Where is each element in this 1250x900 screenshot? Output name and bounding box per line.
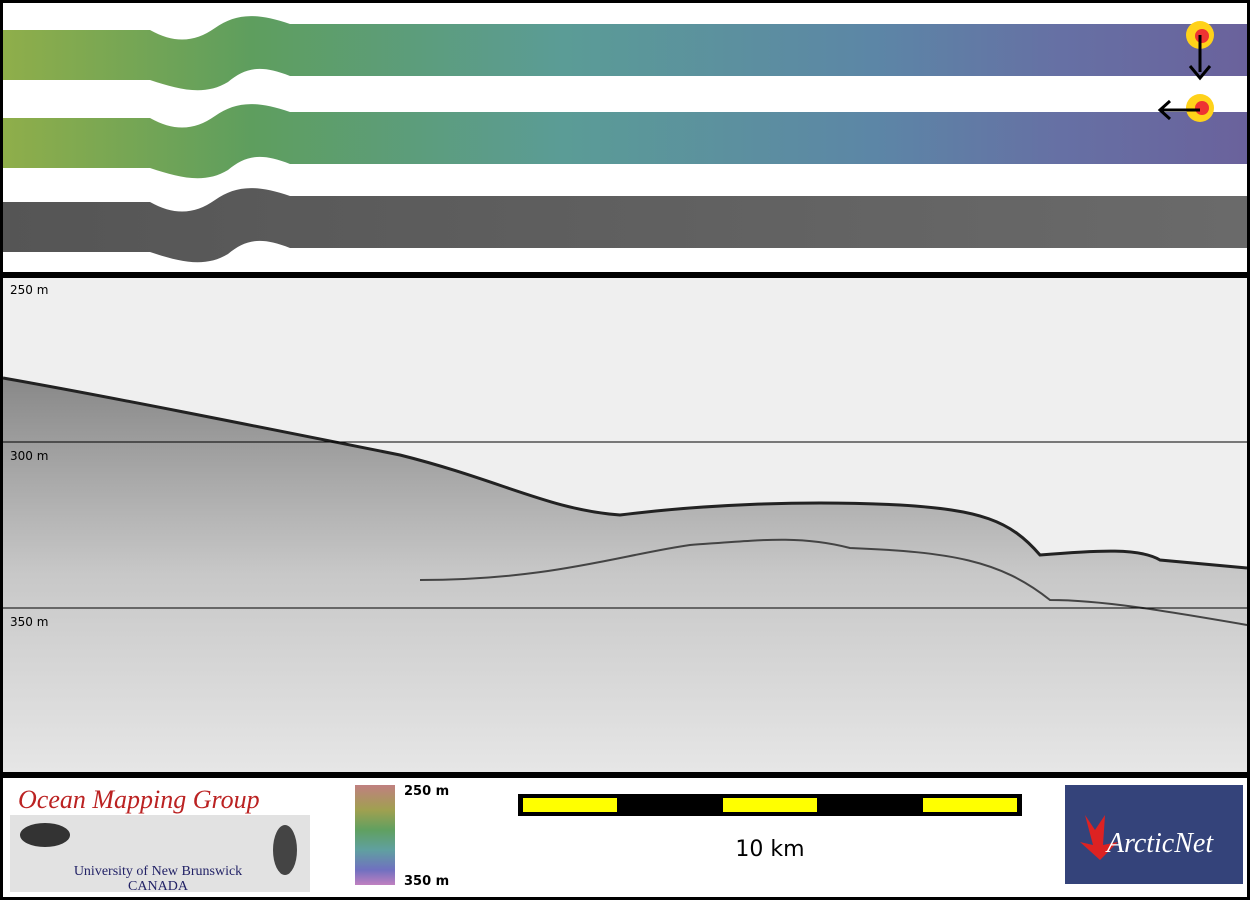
logo-line: CANADA [128,879,189,894]
sun-icon [1157,21,1214,122]
colorbar-label: 350 m [404,874,449,889]
colorbar-label: 250 m [404,784,449,799]
logo-ship [273,825,297,875]
seafloor [2,376,1248,570]
logo-ship [20,823,70,847]
maple-leaf [1080,815,1118,860]
scale-label: 10 km [735,837,804,862]
reflector [419,538,1248,626]
scale-segment [923,798,1017,812]
depth-label: 350 m [10,615,48,629]
logo-title: Ocean Mapping Group [18,785,260,814]
scale-segment [723,798,817,812]
logo-line: University of New Brunswick [74,864,242,879]
partner-logo-text: ArcticNet [1105,828,1214,859]
depth-label: 250 m [10,283,48,297]
colorbar [355,785,395,885]
depth-label: 300 m [10,449,48,463]
sub-bottom [3,378,1247,772]
scale-segment [523,798,617,812]
